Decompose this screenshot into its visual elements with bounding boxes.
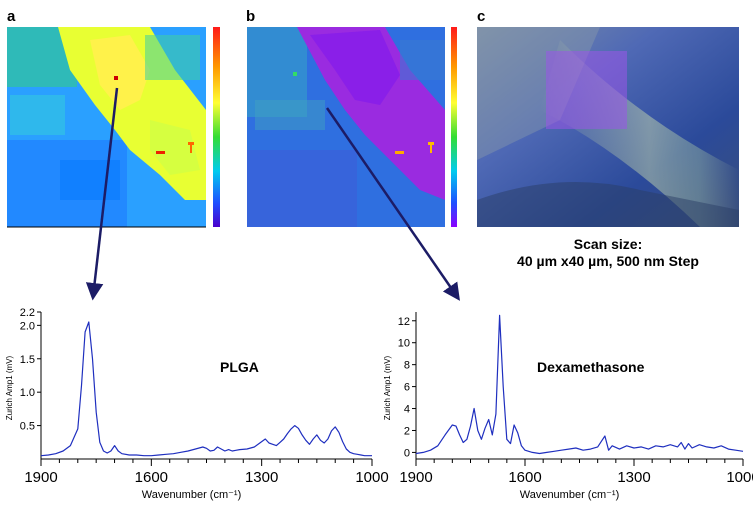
colorbar-dexamethasone xyxy=(451,27,457,227)
y-axis-label: Zurich Amp1 (mV) xyxy=(5,355,14,420)
y-tick-label: 0 xyxy=(404,447,410,459)
y-tick-label: 0.5 xyxy=(20,421,35,433)
arrow-plga xyxy=(85,87,119,301)
y-tick-label: 1.0 xyxy=(20,387,35,399)
y-tick-label: 6 xyxy=(404,382,410,394)
spectrum-chart-dexamethasone: 0 2 4 6 8 10 12 1900 1600 1300 1000 Wavenumber (cm⁻… xyxy=(383,312,753,501)
x-tick-label: 1600 xyxy=(135,469,168,486)
y-tick-label: 2.0 xyxy=(20,320,35,332)
x-tick-label: 1300 xyxy=(245,469,278,486)
x-axis-label: Wavenumber (cm⁻¹) xyxy=(520,489,620,501)
y-tick-label: 8 xyxy=(404,360,410,372)
panel-label-c: c xyxy=(477,8,485,25)
spectrum-line xyxy=(415,314,744,455)
x-tick-label: 1000 xyxy=(726,469,753,486)
spectrum-chart-plga: 0.5 1.0 1.5 2.02.2 1900 1600 1300 1000 Wavenumbe… xyxy=(5,307,389,501)
optical-image xyxy=(477,27,739,227)
y-axis-label: Zurich Amp1 (mV) xyxy=(383,355,392,420)
x-tick-label: 1900 xyxy=(24,469,57,486)
x-tick-label: 1000 xyxy=(355,469,388,486)
y-tick-label: 10 xyxy=(398,338,410,350)
arrow-dexamethasone xyxy=(325,107,460,301)
colorbar-plga xyxy=(213,27,220,227)
panel-label-b: b xyxy=(246,8,255,25)
y-tick-label: 12 xyxy=(398,316,410,328)
series-label: PLGA xyxy=(220,359,259,375)
x-tick-label: 1300 xyxy=(617,469,650,486)
map-plga xyxy=(7,27,206,227)
y-tick-label: 2.2 xyxy=(20,307,35,319)
spectrum-line xyxy=(40,321,372,457)
scan-region-overlay xyxy=(546,51,627,129)
series-label: Dexamethasone xyxy=(537,359,645,375)
x-tick-label: 1900 xyxy=(399,469,432,486)
panel-label-a: a xyxy=(7,8,16,25)
scan-caption-line1: Scan size: xyxy=(574,236,642,252)
y-tick-label: 1.5 xyxy=(20,354,35,366)
scan-caption-line2: 40 µm x40 µm, 500 nm Step xyxy=(517,253,699,269)
y-tick-label: 2 xyxy=(404,425,410,437)
map-dexamethasone xyxy=(247,27,445,227)
x-tick-label: 1600 xyxy=(508,469,541,486)
x-axis-label: Wavenumber (cm⁻¹) xyxy=(142,489,242,501)
y-tick-label: 4 xyxy=(404,404,410,416)
